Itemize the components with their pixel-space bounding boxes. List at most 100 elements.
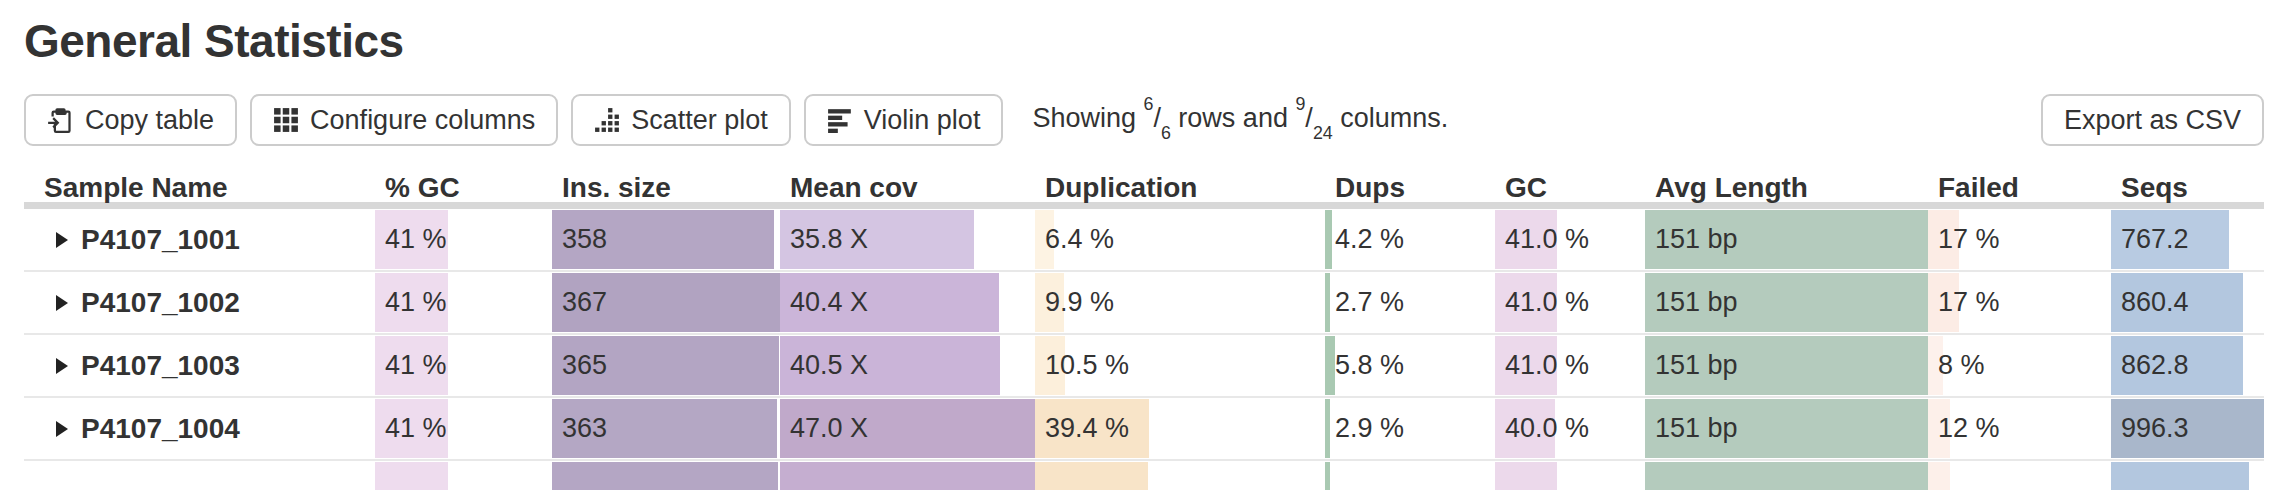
value-bar	[2111, 462, 2249, 490]
cell-avg-length: 151 bp	[1645, 398, 1928, 459]
table-row: P4107_100441 %36347.0 X39.4 %2.9 %40.0 %…	[24, 398, 2264, 461]
cell-value: 862.8	[2111, 335, 2264, 396]
cell-avg-length: 151 bp	[1645, 209, 1928, 270]
sample-name-cell[interactable]: P4107_1003	[24, 335, 375, 396]
column-header-gc[interactable]: GC	[1495, 172, 1645, 202]
column-header-pct-gc[interactable]: % GC	[375, 172, 552, 202]
column-header-mean-cov[interactable]: Mean cov	[780, 172, 1035, 202]
scatter-plot-label: Scatter plot	[631, 105, 768, 136]
rows-shown: 6	[1143, 94, 1153, 114]
cell-gc: 41.0 %	[1495, 272, 1645, 333]
cell-value: 4.2 %	[1325, 209, 1495, 270]
cell-dups	[1325, 461, 1495, 490]
cell-value: 12 %	[1928, 398, 2111, 459]
sample-name: P4107_1004	[81, 413, 240, 445]
cell-value: 40.5 X	[780, 335, 1035, 396]
cell-failed: 17 %	[1928, 209, 2111, 270]
cell-ins-size: 363	[552, 398, 780, 459]
cell-value: 860.4	[2111, 272, 2264, 333]
value-bar	[552, 462, 778, 490]
value-bar	[375, 462, 448, 490]
cell-value: 358	[552, 209, 780, 270]
showing-summary: Showing 6/6 rows and 9/24 columns.	[1032, 101, 1448, 138]
column-header-avg-length[interactable]: Avg Length	[1645, 172, 1928, 202]
cell-pct-gc: 41 %	[375, 209, 552, 270]
cell-value: 41 %	[375, 335, 552, 396]
export-csv-label: Export as CSV	[2064, 105, 2241, 136]
column-header-failed[interactable]: Failed	[1928, 172, 2111, 202]
cell-duplication: 6.4 %	[1035, 209, 1325, 270]
cell-value: 365	[552, 335, 780, 396]
column-header-seqs[interactable]: Seqs	[2111, 172, 2264, 202]
cell-value: 40.4 X	[780, 272, 1035, 333]
cell-seqs: 767.2	[2111, 209, 2264, 270]
sample-name: P4107_1003	[81, 350, 240, 382]
cell-value: 6.4 %	[1035, 209, 1325, 270]
cell-ins-size: 365	[552, 335, 780, 396]
column-header-ins-size[interactable]: Ins. size	[552, 172, 780, 202]
cell-failed: 8 %	[1928, 335, 2111, 396]
copy-table-button[interactable]: Copy table	[24, 94, 237, 146]
sample-name-cell[interactable]: P4107_1002	[24, 272, 375, 333]
cell-value: 151 bp	[1645, 209, 1928, 270]
cell-value: 10.5 %	[1035, 335, 1325, 396]
cell-value: 41 %	[375, 398, 552, 459]
cell-value: 39.4 %	[1035, 398, 1325, 459]
export-csv-button[interactable]: Export as CSV	[2041, 94, 2264, 146]
cols-total: 24	[1313, 123, 1333, 143]
violin-bars-icon	[827, 107, 853, 133]
cell-duplication: 10.5 %	[1035, 335, 1325, 396]
cell-pct-gc: 41 %	[375, 335, 552, 396]
column-header-duplication[interactable]: Duplication	[1035, 172, 1325, 202]
cell-dups: 5.8 %	[1325, 335, 1495, 396]
expand-caret-icon[interactable]	[56, 421, 68, 437]
sample-name-cell[interactable]: P4107_1004	[24, 398, 375, 459]
cell-gc: 41.0 %	[1495, 335, 1645, 396]
scatter-plot-button[interactable]: Scatter plot	[571, 94, 791, 146]
cell-gc: 40.0 %	[1495, 398, 1645, 459]
cell-value: 41 %	[375, 209, 552, 270]
cell-pct-gc: 41 %	[375, 272, 552, 333]
scatter-dots-icon	[594, 107, 620, 133]
page-title: General Statistics	[24, 0, 2264, 68]
cell-value: 17 %	[1928, 272, 2111, 333]
general-statistics-section: General Statistics Copy table Configure …	[0, 0, 2288, 490]
cell-mean-cov: 35.8 X	[780, 209, 1035, 270]
cell-mean-cov	[780, 461, 1035, 490]
expand-caret-icon[interactable]	[56, 358, 68, 374]
column-header-dups[interactable]: Dups	[1325, 172, 1495, 202]
cell-seqs: 860.4	[2111, 272, 2264, 333]
toolbar: Copy table Configure columns	[24, 94, 2264, 146]
cell-pct-gc: 41 %	[375, 398, 552, 459]
cell-gc: 41.0 %	[1495, 209, 1645, 270]
cell-value: 8 %	[1928, 335, 2111, 396]
sample-name-cell[interactable]: P4107_1001	[24, 209, 375, 270]
value-bar	[1645, 462, 1928, 490]
violin-plot-label: Violin plot	[864, 105, 981, 136]
cell-value: 2.7 %	[1325, 272, 1495, 333]
cell-dups: 2.7 %	[1325, 272, 1495, 333]
cell-duplication	[1035, 461, 1325, 490]
violin-plot-button[interactable]: Violin plot	[804, 94, 1004, 146]
cell-ins-size: 367	[552, 272, 780, 333]
configure-columns-label: Configure columns	[310, 105, 535, 136]
showing-suffix: columns.	[1340, 103, 1448, 133]
clipboard-icon	[47, 107, 74, 134]
value-bar	[780, 462, 1035, 490]
sample-name: P4107_1002	[81, 287, 240, 319]
cell-value: 9.9 %	[1035, 272, 1325, 333]
configure-columns-button[interactable]: Configure columns	[250, 94, 558, 146]
expand-caret-icon[interactable]	[56, 232, 68, 248]
cell-avg-length: 151 bp	[1645, 272, 1928, 333]
column-header-sample[interactable]: Sample Name	[24, 172, 375, 202]
general-stats-table: Sample Name% GCIns. sizeMean covDuplicat…	[24, 172, 2264, 490]
value-bar	[1325, 462, 1330, 490]
table-row: P4107_1003 41 %36540.5 X10.5 %5.8 %41.0 %…	[24, 335, 2264, 398]
cell-duplication: 9.9 %	[1035, 272, 1325, 333]
cell-value: 40.0 %	[1495, 398, 1645, 459]
expand-caret-icon[interactable]	[56, 295, 68, 311]
cell-failed	[1928, 461, 2111, 490]
value-bar	[1928, 462, 1950, 490]
cell-value: 41 %	[375, 272, 552, 333]
cell-value: 5.8 %	[1325, 335, 1495, 396]
